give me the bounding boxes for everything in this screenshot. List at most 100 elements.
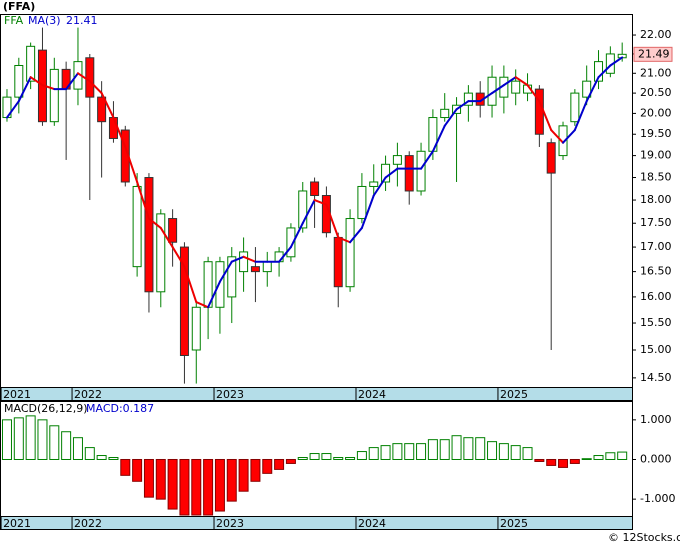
x-tick-label: 2024 bbox=[358, 517, 386, 530]
ma-segment bbox=[491, 84, 505, 95]
bar bbox=[84, 447, 95, 460]
bar bbox=[345, 457, 356, 460]
bar bbox=[179, 458, 190, 516]
bar bbox=[214, 458, 225, 512]
candle-body bbox=[144, 177, 154, 293]
x-tick-label: 2022 bbox=[74, 388, 102, 401]
bar bbox=[72, 437, 83, 460]
ma-segment bbox=[313, 199, 328, 206]
candle-body bbox=[108, 117, 118, 139]
bar bbox=[203, 458, 214, 516]
bar bbox=[61, 431, 72, 460]
x-tick-label: 2024 bbox=[358, 388, 386, 401]
ma-segment bbox=[573, 100, 588, 132]
candle-body bbox=[298, 190, 308, 229]
ma-segment bbox=[159, 226, 174, 249]
bar bbox=[297, 457, 308, 460]
y-tick-label: 18.50 bbox=[640, 171, 672, 184]
y-tick-label: 0.000 bbox=[640, 452, 672, 465]
ma-segment bbox=[112, 116, 127, 148]
bar bbox=[96, 455, 107, 460]
bar bbox=[427, 439, 438, 460]
ma-segment bbox=[526, 84, 541, 103]
bar bbox=[13, 417, 24, 460]
bar bbox=[498, 443, 509, 460]
candle-body bbox=[85, 57, 95, 98]
candle-body bbox=[215, 261, 225, 308]
ma-segment bbox=[278, 246, 292, 263]
candle-body bbox=[227, 256, 237, 298]
x-tick-label: 2022 bbox=[74, 517, 102, 530]
candle-body bbox=[286, 227, 296, 258]
ma-segment bbox=[514, 76, 529, 87]
y-tick-label: 19.50 bbox=[640, 127, 672, 140]
candle-body bbox=[594, 61, 604, 82]
x-tick-label: 2025 bbox=[500, 517, 528, 530]
y-tick-label: 17.50 bbox=[640, 216, 672, 229]
candle-body bbox=[250, 266, 260, 273]
bar bbox=[238, 458, 249, 492]
candle-body bbox=[381, 163, 391, 183]
legend-ma: MA(3) bbox=[28, 14, 61, 27]
bar bbox=[617, 451, 628, 460]
ma-segment bbox=[230, 255, 245, 263]
candle-body bbox=[511, 80, 521, 94]
bar bbox=[262, 458, 273, 474]
y-tick-label: 14.50 bbox=[640, 371, 672, 384]
bar bbox=[558, 458, 569, 468]
bar bbox=[120, 458, 131, 476]
candle-body bbox=[168, 218, 178, 243]
ma-segment bbox=[550, 129, 565, 144]
ma-segment bbox=[17, 76, 32, 103]
x-tick-label: 2023 bbox=[216, 388, 244, 401]
ma-segment bbox=[384, 167, 399, 179]
bar bbox=[25, 415, 36, 460]
bar bbox=[309, 453, 320, 460]
legend-ma-value: 21.41 bbox=[66, 14, 98, 27]
bar bbox=[534, 458, 545, 462]
candle-body bbox=[333, 236, 343, 288]
last-price: 21.49 bbox=[638, 47, 670, 60]
bar bbox=[593, 455, 604, 460]
y-tick-label: 19.00 bbox=[640, 149, 672, 162]
bar bbox=[167, 458, 178, 510]
y-tick-label: 15.50 bbox=[640, 316, 672, 329]
y-tick-label: 20.50 bbox=[640, 86, 672, 99]
y-tick-label: 22.00 bbox=[640, 28, 672, 41]
bar bbox=[356, 451, 367, 460]
ma-segment bbox=[337, 236, 352, 244]
ma-segment bbox=[597, 64, 612, 79]
bar bbox=[451, 435, 462, 460]
y-tick-label: 1.000 bbox=[640, 413, 672, 426]
candle-body bbox=[369, 181, 379, 187]
bar bbox=[274, 458, 285, 470]
y-tick-label: 20.00 bbox=[640, 106, 672, 119]
ma-segment bbox=[41, 84, 56, 91]
x-axis-strip bbox=[0, 516, 633, 530]
bar bbox=[487, 441, 498, 460]
bar bbox=[416, 443, 427, 460]
ma-segment bbox=[218, 260, 233, 283]
candle-body bbox=[191, 306, 201, 351]
ma-segment bbox=[325, 203, 340, 239]
candle-body bbox=[14, 64, 24, 98]
bar bbox=[1, 419, 12, 460]
candle-body bbox=[262, 261, 272, 273]
y-tick-label: -1.000 bbox=[640, 492, 675, 505]
bar bbox=[321, 453, 332, 460]
macd-title: MACD(26,12,9) bbox=[4, 402, 88, 415]
ma-segment bbox=[431, 124, 446, 153]
bar bbox=[132, 458, 143, 482]
ma-segment bbox=[29, 76, 44, 87]
ma-segment bbox=[538, 100, 553, 132]
candle-body bbox=[156, 213, 166, 293]
bar bbox=[463, 437, 474, 460]
footer: © 12Stocks.com bbox=[608, 531, 680, 544]
ma-segment bbox=[502, 76, 517, 87]
ma-segment bbox=[76, 72, 91, 83]
y-tick-label: 15.00 bbox=[640, 343, 672, 356]
x-axis-strip bbox=[0, 387, 633, 401]
x-tick-label: 2025 bbox=[500, 388, 528, 401]
y-tick-label: 18.00 bbox=[640, 193, 672, 206]
